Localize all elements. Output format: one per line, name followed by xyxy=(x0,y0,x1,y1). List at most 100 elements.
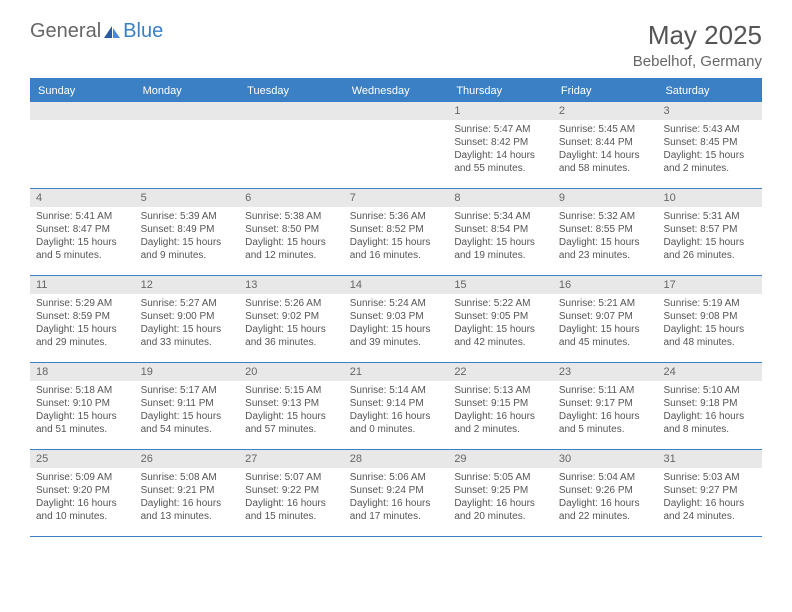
sunrise-text: Sunrise: 5:05 AM xyxy=(454,471,547,484)
sunrise-text: Sunrise: 5:36 AM xyxy=(350,210,443,223)
day-number: 22 xyxy=(448,363,553,381)
day-details: Sunrise: 5:11 AMSunset: 9:17 PMDaylight:… xyxy=(553,381,658,442)
daylight-text: Daylight: 15 hours and 39 minutes. xyxy=(350,323,443,349)
empty-day-bar xyxy=(344,102,449,120)
day-number: 5 xyxy=(135,189,240,207)
sunrise-text: Sunrise: 5:19 AM xyxy=(663,297,756,310)
day-details: Sunrise: 5:24 AMSunset: 9:03 PMDaylight:… xyxy=(344,294,449,355)
day-cell: 9Sunrise: 5:32 AMSunset: 8:55 PMDaylight… xyxy=(553,189,658,275)
daylight-text: Daylight: 16 hours and 10 minutes. xyxy=(36,497,129,523)
week-row: 18Sunrise: 5:18 AMSunset: 9:10 PMDayligh… xyxy=(30,363,762,450)
sunset-text: Sunset: 9:11 PM xyxy=(141,397,234,410)
day-cell: 1Sunrise: 5:47 AMSunset: 8:42 PMDaylight… xyxy=(448,102,553,188)
week-row: 1Sunrise: 5:47 AMSunset: 8:42 PMDaylight… xyxy=(30,102,762,189)
sunrise-text: Sunrise: 5:39 AM xyxy=(141,210,234,223)
day-cell: 15Sunrise: 5:22 AMSunset: 9:05 PMDayligh… xyxy=(448,276,553,362)
day-number: 7 xyxy=(344,189,449,207)
day-number: 23 xyxy=(553,363,658,381)
calendar: Sunday Monday Tuesday Wednesday Thursday… xyxy=(30,78,762,537)
sunrise-text: Sunrise: 5:03 AM xyxy=(663,471,756,484)
day-cell: 5Sunrise: 5:39 AMSunset: 8:49 PMDaylight… xyxy=(135,189,240,275)
sunset-text: Sunset: 9:21 PM xyxy=(141,484,234,497)
daylight-text: Daylight: 15 hours and 26 minutes. xyxy=(663,236,756,262)
day-number: 11 xyxy=(30,276,135,294)
day-number: 15 xyxy=(448,276,553,294)
sunset-text: Sunset: 9:26 PM xyxy=(559,484,652,497)
day-number: 30 xyxy=(553,450,658,468)
sunset-text: Sunset: 8:49 PM xyxy=(141,223,234,236)
day-cell: 25Sunrise: 5:09 AMSunset: 9:20 PMDayligh… xyxy=(30,450,135,536)
daylight-text: Daylight: 16 hours and 5 minutes. xyxy=(559,410,652,436)
sunset-text: Sunset: 8:59 PM xyxy=(36,310,129,323)
title-block: May 2025 Bebelhof, Germany xyxy=(633,20,762,70)
day-number: 8 xyxy=(448,189,553,207)
day-details: Sunrise: 5:26 AMSunset: 9:02 PMDaylight:… xyxy=(239,294,344,355)
sunrise-text: Sunrise: 5:41 AM xyxy=(36,210,129,223)
sunrise-text: Sunrise: 5:38 AM xyxy=(245,210,338,223)
sunset-text: Sunset: 8:47 PM xyxy=(36,223,129,236)
sunrise-text: Sunrise: 5:43 AM xyxy=(663,123,756,136)
day-details: Sunrise: 5:38 AMSunset: 8:50 PMDaylight:… xyxy=(239,207,344,268)
day-number: 4 xyxy=(30,189,135,207)
daylight-text: Daylight: 15 hours and 57 minutes. xyxy=(245,410,338,436)
day-number: 28 xyxy=(344,450,449,468)
daylight-text: Daylight: 14 hours and 58 minutes. xyxy=(559,149,652,175)
daylight-text: Daylight: 15 hours and 2 minutes. xyxy=(663,149,756,175)
day-number: 24 xyxy=(657,363,762,381)
sunset-text: Sunset: 8:42 PM xyxy=(454,136,547,149)
week-row: 4 Sunrise: 5:41 AMSunset: 8:47 PM Daylight… xyxy=(30,189,762,276)
day-cell xyxy=(239,102,344,188)
sunrise-text: Sunrise: 5:10 AM xyxy=(663,384,756,397)
week-row: 25Sunrise: 5:09 AMSunset: 9:20 PMDayligh… xyxy=(30,450,762,537)
day-header-monday: Monday xyxy=(135,80,240,102)
day-cell: 24Sunrise: 5:10 AMSunset: 9:18 PMDayligh… xyxy=(657,363,762,449)
sunset-text: Sunset: 9:17 PM xyxy=(559,397,652,410)
sunrise-text: Sunrise: 5:34 AM xyxy=(454,210,547,223)
day-number: 10 xyxy=(657,189,762,207)
daylight-text: Daylight: 16 hours and 13 minutes. xyxy=(141,497,234,523)
day-cell: 18Sunrise: 5:18 AMSunset: 9:10 PMDayligh… xyxy=(30,363,135,449)
daylight-text: Daylight: 15 hours and 42 minutes. xyxy=(454,323,547,349)
day-cell: 19Sunrise: 5:17 AMSunset: 9:11 PMDayligh… xyxy=(135,363,240,449)
day-details: Sunrise: 5:31 AMSunset: 8:57 PMDaylight:… xyxy=(657,207,762,268)
day-cell: 27Sunrise: 5:07 AMSunset: 9:22 PMDayligh… xyxy=(239,450,344,536)
day-details: Sunrise: 5:34 AMSunset: 8:54 PMDaylight:… xyxy=(448,207,553,268)
day-cell: 17Sunrise: 5:19 AMSunset: 9:08 PMDayligh… xyxy=(657,276,762,362)
day-details: Sunrise: 5:47 AMSunset: 8:42 PMDaylight:… xyxy=(448,120,553,181)
day-cell: 29Sunrise: 5:05 AMSunset: 9:25 PMDayligh… xyxy=(448,450,553,536)
day-number: 14 xyxy=(344,276,449,294)
daylight-text: Daylight: 16 hours and 17 minutes. xyxy=(350,497,443,523)
daylight-text: Daylight: 16 hours and 20 minutes. xyxy=(454,497,547,523)
day-details: Sunrise: 5:45 AMSunset: 8:44 PMDaylight:… xyxy=(553,120,658,181)
sunrise-text: Sunrise: 5:11 AM xyxy=(559,384,652,397)
day-details: Sunrise: 5:14 AMSunset: 9:14 PMDaylight:… xyxy=(344,381,449,442)
sunset-text: Sunset: 8:50 PM xyxy=(245,223,338,236)
day-details: Sunrise: 5:17 AMSunset: 9:11 PMDaylight:… xyxy=(135,381,240,442)
sunrise-text: Sunrise: 5:17 AM xyxy=(141,384,234,397)
sunrise-text: Sunrise: 5:04 AM xyxy=(559,471,652,484)
day-details: Sunrise: 5:06 AMSunset: 9:24 PMDaylight:… xyxy=(344,468,449,529)
sunset-text: Sunset: 9:00 PM xyxy=(141,310,234,323)
day-number: 3 xyxy=(657,102,762,120)
daylight-text: Daylight: 16 hours and 2 minutes. xyxy=(454,410,547,436)
sunrise-text: Sunrise: 5:29 AM xyxy=(36,297,129,310)
day-cell: 12Sunrise: 5:27 AMSunset: 9:00 PMDayligh… xyxy=(135,276,240,362)
daylight-text: Daylight: 15 hours and 48 minutes. xyxy=(663,323,756,349)
sunset-text: Sunset: 9:14 PM xyxy=(350,397,443,410)
day-cell: 23Sunrise: 5:11 AMSunset: 9:17 PMDayligh… xyxy=(553,363,658,449)
sunset-text: Sunset: 8:57 PM xyxy=(663,223,756,236)
day-cell: 26Sunrise: 5:08 AMSunset: 9:21 PMDayligh… xyxy=(135,450,240,536)
sunrise-text: Sunrise: 5:45 AM xyxy=(559,123,652,136)
daylight-text: Daylight: 15 hours and 33 minutes. xyxy=(141,323,234,349)
day-details: Sunrise: 5:07 AMSunset: 9:22 PMDaylight:… xyxy=(239,468,344,529)
day-cell xyxy=(30,102,135,188)
day-details: Sunrise: 5:27 AMSunset: 9:00 PMDaylight:… xyxy=(135,294,240,355)
day-cell: 28Sunrise: 5:06 AMSunset: 9:24 PMDayligh… xyxy=(344,450,449,536)
day-header-friday: Friday xyxy=(553,80,658,102)
empty-day-bar xyxy=(30,102,135,120)
daylight-text: Daylight: 15 hours and 54 minutes. xyxy=(141,410,234,436)
daylight-text: Daylight: 16 hours and 15 minutes. xyxy=(245,497,338,523)
day-cell xyxy=(344,102,449,188)
daylight-text: Daylight: 15 hours and 45 minutes. xyxy=(559,323,652,349)
day-number: 31 xyxy=(657,450,762,468)
